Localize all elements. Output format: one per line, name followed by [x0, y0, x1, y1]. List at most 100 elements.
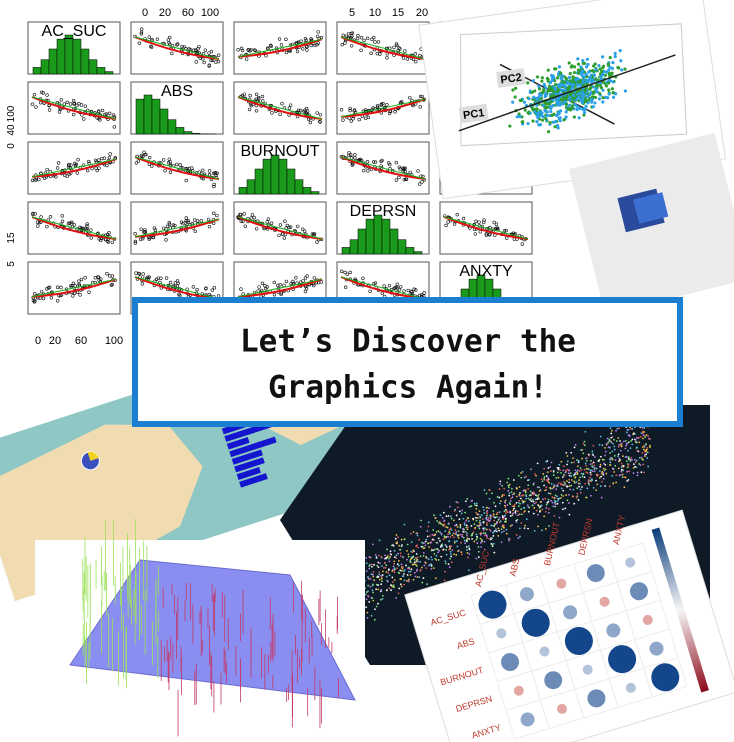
matrix-point [45, 167, 49, 172]
pca-point [586, 78, 591, 82]
smooth-line [237, 38, 323, 58]
matrix-point [378, 52, 382, 56]
dark-point [449, 536, 452, 538]
matrix-point [167, 222, 172, 226]
dark-point [453, 536, 455, 539]
dark-point [573, 473, 576, 476]
dark-point [552, 505, 555, 508]
dark-point [536, 462, 539, 465]
dark-point [406, 574, 409, 576]
dark-point [455, 533, 458, 536]
dark-point [384, 557, 387, 560]
dark-point [500, 500, 502, 503]
dark-point [412, 549, 415, 552]
axis-tick-label: 15 [6, 232, 17, 244]
histogram-bar [413, 251, 423, 255]
dark-point [643, 431, 645, 433]
dark-point [442, 538, 445, 541]
pca-point [581, 78, 585, 82]
matrix-point [418, 94, 423, 99]
matrix-point [291, 279, 295, 284]
matrix-point [216, 53, 221, 57]
dark-point [641, 446, 644, 449]
histogram-bar [349, 239, 359, 255]
matrix-point [349, 119, 354, 123]
dark-point [618, 444, 620, 446]
dark-point [413, 561, 416, 564]
matrix-point [315, 111, 319, 115]
dark-point [375, 605, 378, 608]
dark-point [551, 487, 554, 490]
dark-point [566, 499, 569, 502]
dark-point [521, 501, 524, 504]
dark-point [561, 483, 564, 486]
dark-point [447, 535, 449, 538]
dark-point [579, 449, 582, 452]
dark-point [515, 501, 518, 504]
matrix-point [79, 277, 84, 282]
dark-point [641, 458, 644, 460]
dark-point [627, 449, 629, 452]
matrix-point [87, 159, 91, 164]
dark-point [553, 501, 556, 504]
matrix-point [305, 48, 309, 52]
matrix-point [270, 111, 274, 115]
dark-point [395, 542, 398, 545]
dark-point [562, 508, 564, 511]
dark-point [584, 482, 587, 485]
matrix-point [138, 237, 143, 242]
dark-point [372, 599, 375, 602]
dark-point [392, 544, 395, 547]
dark-point [399, 583, 402, 586]
dark-point [518, 513, 521, 516]
matrix-point [340, 42, 344, 47]
dark-point [475, 533, 478, 536]
dark-point [489, 514, 492, 517]
dark-point [636, 474, 639, 477]
pca-point [568, 103, 572, 107]
matrix-point [239, 212, 243, 217]
dark-point [470, 534, 473, 537]
dark-point [438, 549, 441, 552]
dark-point [386, 555, 389, 557]
dark-point [443, 536, 446, 539]
dark-point [492, 542, 495, 545]
dark-point [455, 553, 458, 556]
dark-point [378, 554, 380, 557]
dark-point [461, 533, 464, 536]
matrix-point [99, 277, 103, 281]
dark-point [602, 458, 605, 461]
dark-point [400, 578, 403, 580]
histogram-bar [167, 119, 177, 135]
dark-point [588, 483, 591, 486]
dark-point [498, 529, 501, 532]
dark-point [615, 429, 617, 432]
matrix-point [408, 170, 412, 175]
dark-point [487, 517, 490, 519]
dark-point [602, 467, 605, 470]
dark-point [527, 510, 530, 513]
matrix-point [285, 223, 290, 228]
histogram-bar [80, 48, 90, 75]
dark-point [553, 499, 556, 502]
dark-point [434, 577, 437, 580]
dark-point [388, 574, 391, 577]
dark-point [592, 486, 595, 489]
dark-point [463, 523, 466, 526]
dark-point [523, 500, 526, 503]
dark-point [515, 495, 518, 498]
matrix-point [82, 117, 86, 121]
dark-point [491, 537, 494, 540]
dark-point [551, 496, 554, 499]
matrix-point [303, 289, 308, 294]
dark-point [531, 504, 534, 507]
matrix-point [41, 296, 46, 301]
dark-point [535, 501, 538, 504]
matrix-point [359, 48, 363, 53]
dark-point [554, 505, 557, 508]
matrix-point [394, 178, 399, 182]
pca-point [592, 90, 596, 94]
pca-point [562, 118, 566, 122]
matrix-point [250, 213, 255, 217]
dark-point [463, 522, 466, 525]
